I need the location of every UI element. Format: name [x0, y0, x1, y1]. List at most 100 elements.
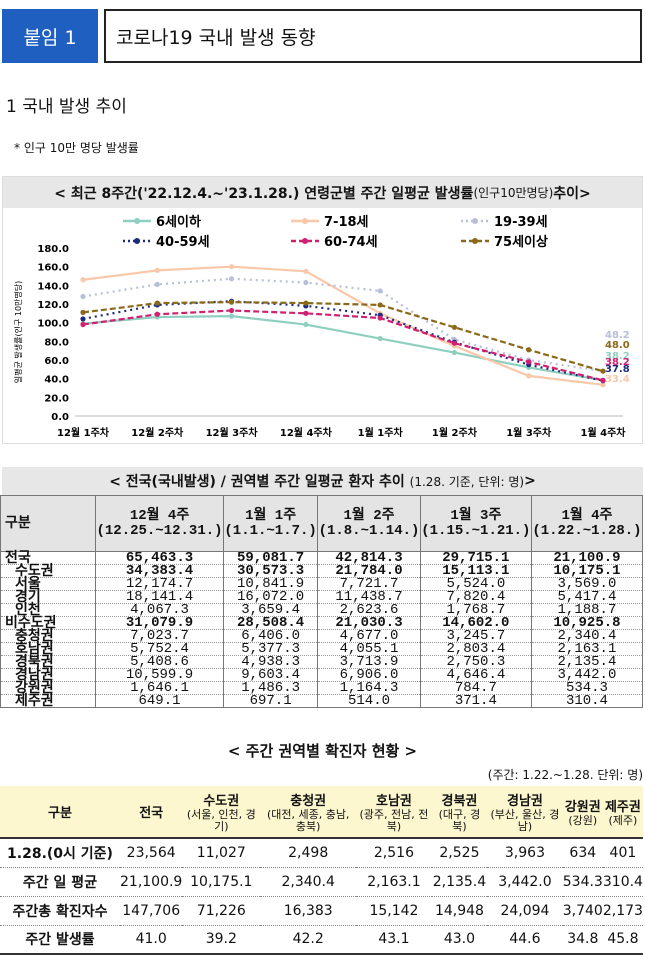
data-point — [600, 382, 606, 388]
table-row: 1.28.(0시 기준) 23,564 11,027 2,498 2,516 2,525 3… — [0, 838, 643, 868]
data-point — [80, 316, 86, 322]
table-row: 경기 18,141.4 16,072.0 11,438.7 7,820.4 5,417.4 — [0, 590, 644, 604]
data-point — [154, 300, 160, 306]
data-point — [80, 277, 86, 283]
table-cell: 28,508.4 — [223, 616, 319, 630]
region-subareas: (서울, 인천, 경기) — [186, 808, 256, 833]
table-cell: 3,740 — [562, 896, 603, 926]
document-title: 코로나19 국내 발생 동향 — [104, 9, 642, 63]
table-cell: 21,100.9 — [120, 867, 183, 897]
table-cell: 21,100.9 — [530, 551, 644, 565]
table-cell: 5,524.0 — [419, 577, 532, 591]
table-cell: 401 — [602, 838, 643, 868]
table-cell: 44.6 — [487, 925, 563, 955]
table-cell: 34.8 — [562, 925, 603, 955]
row-label: 호남권 — [0, 642, 96, 656]
table-cell: 7,023.7 — [94, 629, 225, 643]
column-header: 제주권 (제주) — [602, 786, 643, 839]
table-row: 경남권 10,599.9 9,603.4 6,906.0 4,646.4 3,442.0 — [0, 668, 644, 682]
table-cell: 42,814.3 — [317, 551, 421, 565]
weekly-patient-table: 구분 12월 4주 (12.25.~12.31.) 1월 1주 (1.1.~1.… — [0, 495, 644, 708]
series-line — [82, 265, 604, 386]
x-tick-label: 12월 1주차 — [57, 426, 110, 439]
row-label-header: 구분 — [0, 786, 120, 839]
y-axis-label: 일평균 발생률(인구 10만명당) — [13, 281, 23, 383]
series-line — [82, 300, 604, 382]
table-cell: 534.3 — [530, 681, 644, 695]
table-cell: 31,079.9 — [94, 616, 225, 630]
data-point — [154, 311, 160, 317]
x-tick-label: 1월 2주차 — [432, 426, 478, 439]
series-line — [82, 277, 604, 373]
table-cell: 5,377.3 — [223, 642, 319, 656]
region-subareas: (제주) — [608, 814, 638, 827]
table-cell: 310.4 — [530, 694, 644, 708]
table-cell: 18,141.4 — [94, 590, 225, 604]
table-row: 주간 일 평균 21,100.9 10,175.1 2,340.4 2,163.1 2,1… — [0, 867, 643, 897]
table-cell: 1,164.3 — [317, 681, 421, 695]
column-header: 수도권 (서울, 인천, 경기) — [182, 786, 261, 839]
table-cell: 5,417.4 — [530, 590, 644, 604]
table-cell: 3,963 — [487, 838, 563, 868]
chart-title-suffix: (인구10만명당) — [473, 186, 554, 200]
row-label: 경기 — [0, 590, 96, 604]
table-cell: 1,768.7 — [419, 603, 532, 617]
legend-marker — [134, 218, 140, 224]
section-title: 1 국내 발생 추이 — [6, 97, 127, 117]
data-point — [154, 281, 160, 287]
data-point — [526, 359, 532, 365]
data-point — [526, 373, 532, 379]
table-cell: 59,081.7 — [223, 551, 319, 565]
row-label: 전국 — [0, 551, 96, 565]
document-header: 붙임 1 코로나19 국내 발생 동향 — [2, 9, 642, 65]
table-cell: 147,706 — [120, 896, 183, 926]
table-cell: 4,055.1 — [317, 642, 421, 656]
table-cell: 10,599.9 — [94, 668, 225, 682]
data-point — [303, 279, 309, 286]
y-tick-label: 0.0 — [51, 412, 69, 423]
table-row: 주간총 확진자수 147,706 71,226 16,383 15,142 14,948 2… — [0, 896, 643, 926]
row-label: 주간 발생률 — [0, 925, 120, 955]
table-cell: 697.1 — [223, 694, 319, 708]
table-cell: 4,646.4 — [419, 668, 532, 682]
table-cell: 2,135.4 — [530, 655, 644, 669]
data-point — [303, 268, 309, 274]
line-chart-svg: 0.0 20.0 40.0 60.0 80.0 100.0 120.0 140.0 160.0 1… — [13, 214, 630, 439]
table-row: 주간 발생률 41.0 39.2 42.2 43.1 43.0 44.6 34.8 45.8 — [0, 925, 643, 955]
table-cell: 10,841.9 — [223, 577, 319, 591]
table-cell: 3,713.9 — [317, 655, 421, 669]
data-point — [154, 267, 160, 273]
table-cell: 15,113.1 — [419, 564, 532, 578]
table-cell: 71,226 — [182, 896, 261, 926]
column-header: 경남권 (부산, 울산, 경남) — [487, 786, 563, 839]
x-tick-label: 1월 3주차 — [506, 426, 552, 439]
series-line — [82, 309, 604, 382]
table-cell: 23,564 — [120, 838, 183, 868]
data-point — [377, 288, 383, 294]
table-cell: 3,569.0 — [530, 577, 644, 591]
series-line — [82, 315, 604, 382]
table-cell: 649.1 — [94, 694, 225, 708]
end-value-label: 37.8 — [605, 364, 630, 375]
data-point — [451, 340, 458, 346]
table-cell: 310.4 — [602, 867, 643, 897]
table-cell: 3,442.0 — [487, 867, 563, 897]
table-cell: 10,175.1 — [530, 564, 644, 578]
table-cell: 4,677.0 — [317, 629, 421, 643]
table-cell: 21,784.0 — [317, 564, 421, 578]
y-tick-label: 100.0 — [37, 319, 69, 330]
attachment-badge: 붙임 1 — [2, 9, 98, 63]
legend-label: 7-18세 — [324, 215, 369, 230]
row-label: 충청권 — [0, 629, 96, 643]
data-point — [377, 302, 383, 308]
region-name: 경남권 — [506, 794, 543, 809]
data-point — [228, 264, 235, 270]
table-cell: 10,925.8 — [530, 616, 644, 630]
data-point — [377, 335, 383, 342]
row-label: 1.28.(0시 기준) — [0, 838, 120, 868]
table-cell: 2,803.4 — [419, 642, 532, 656]
regional-cases-table: 구분 전국 수도권 (서울, 인천, 경기) 충청권 (대전, 세종, 충남, 충북) 호남… — [0, 786, 643, 955]
legend-marker — [302, 218, 308, 224]
table-cell: 3,245.7 — [419, 629, 532, 643]
region-name: 수도권 — [203, 794, 240, 809]
